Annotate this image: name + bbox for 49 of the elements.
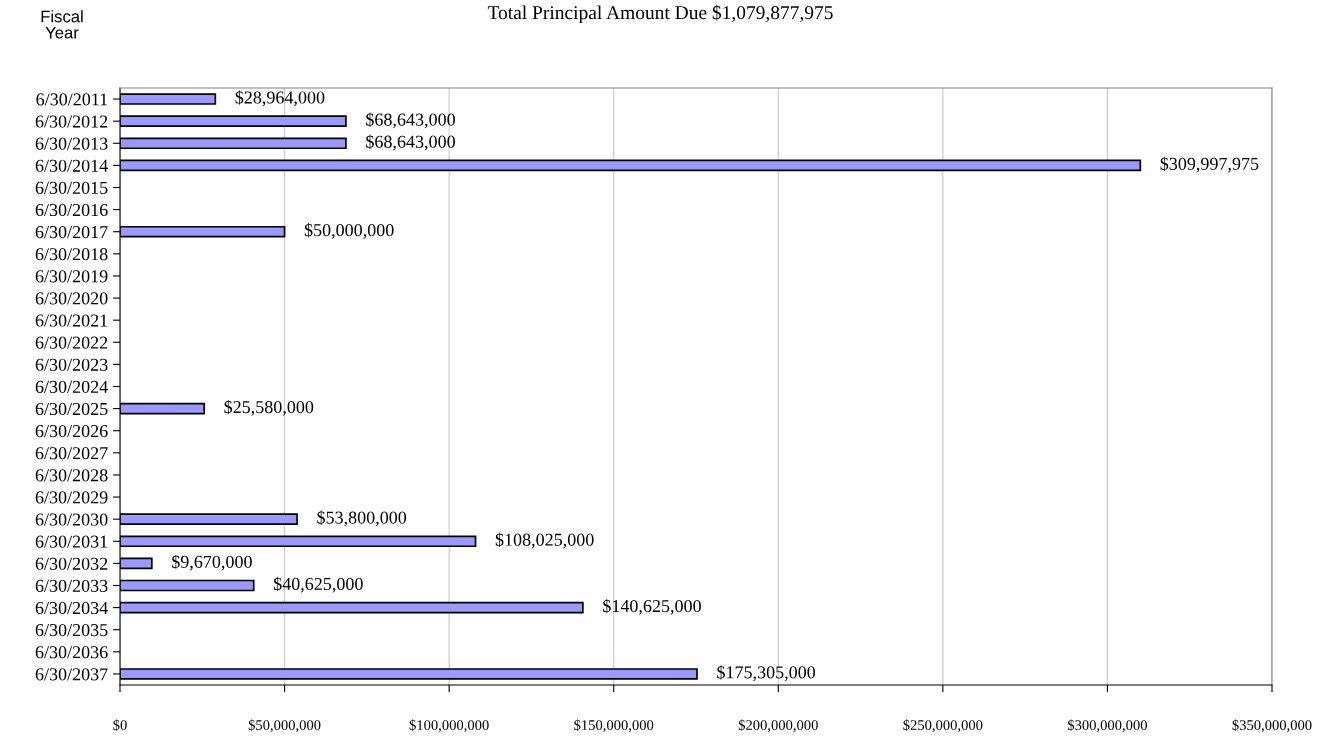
y-tick-label: 6/30/2025 [35, 402, 108, 416]
y-tick-label: 6/30/2023 [35, 358, 108, 371]
data-label: $108,025,000 [495, 532, 594, 549]
y-tick-label: 6/30/2015 [35, 181, 108, 194]
y-tick-label: 6/30/2032 [35, 557, 108, 570]
y-tick-label: 6/30/2034 [35, 601, 108, 615]
data-label: $50,000,000 [304, 222, 394, 239]
data-label: $53,800,000 [317, 510, 407, 527]
x-tick-label: $200,000,000 [738, 719, 818, 733]
y-tick-label: 6/30/2021 [35, 314, 108, 327]
y-tick-label: 6/30/2017 [35, 225, 108, 239]
data-label: $9,670,000 [172, 554, 252, 571]
y-tick-label: 6/30/2030 [35, 513, 108, 526]
y-tick-label: 6/30/2011 [36, 93, 108, 106]
y-tick-label: 6/30/2024 [35, 380, 108, 393]
data-label: $40,625,000 [273, 576, 363, 593]
y-tick-label: 6/30/2020 [35, 292, 108, 305]
x-tick-label: $0 [113, 719, 127, 731]
x-tick-label: $150,000,000 [574, 719, 654, 733]
y-tick-label: 6/30/2012 [35, 115, 108, 128]
y-tick-label: 6/30/2037 [35, 668, 108, 681]
x-tick-label: $50,000,000 [248, 719, 321, 733]
chart-title: Total Principal Amount Due $1,079,877,975 [487, 4, 833, 24]
x-tick-label: $250,000,000 [903, 719, 983, 733]
data-label: $28,964,000 [235, 90, 325, 107]
data-label: $175,305,000 [717, 665, 816, 682]
y-tick-label: 6/30/2033 [35, 579, 108, 592]
data-label: $309,997,975 [1160, 156, 1259, 173]
x-tick-label: $300,000,000 [1067, 719, 1147, 733]
y-tick-label: 6/30/2026 [35, 424, 108, 438]
y-tick-label: 6/30/2027 [35, 447, 108, 460]
y-tick-label: 6/30/2018 [35, 248, 108, 261]
y-tick-label: 6/30/2035 [35, 623, 108, 637]
data-label: $68,643,000 [366, 134, 455, 151]
x-tick-label: $350,000,000 [1232, 719, 1312, 733]
data-label: $140,625,000 [603, 598, 701, 615]
y-tick-label: 6/30/2016 [35, 203, 108, 217]
y-tick-label: 6/30/2013 [35, 137, 108, 150]
x-tick-label: $100,000,000 [409, 719, 489, 733]
y-axis-title: Fiscal Year [41, 10, 83, 39]
data-label: $25,580,000 [224, 399, 314, 416]
y-tick-label: 6/30/2019 [35, 270, 108, 283]
data-label: $68,643,000 [366, 112, 455, 129]
y-tick-label: 6/30/2031 [35, 535, 108, 548]
y-tick-label: 6/30/2014 [35, 159, 108, 172]
y-tick-label: 6/30/2029 [35, 491, 108, 504]
y-tick-label: 6/30/2028 [35, 469, 108, 482]
y-tick-label: 6/30/2022 [35, 336, 108, 349]
y-tick-label: 6/30/2036 [35, 646, 108, 659]
